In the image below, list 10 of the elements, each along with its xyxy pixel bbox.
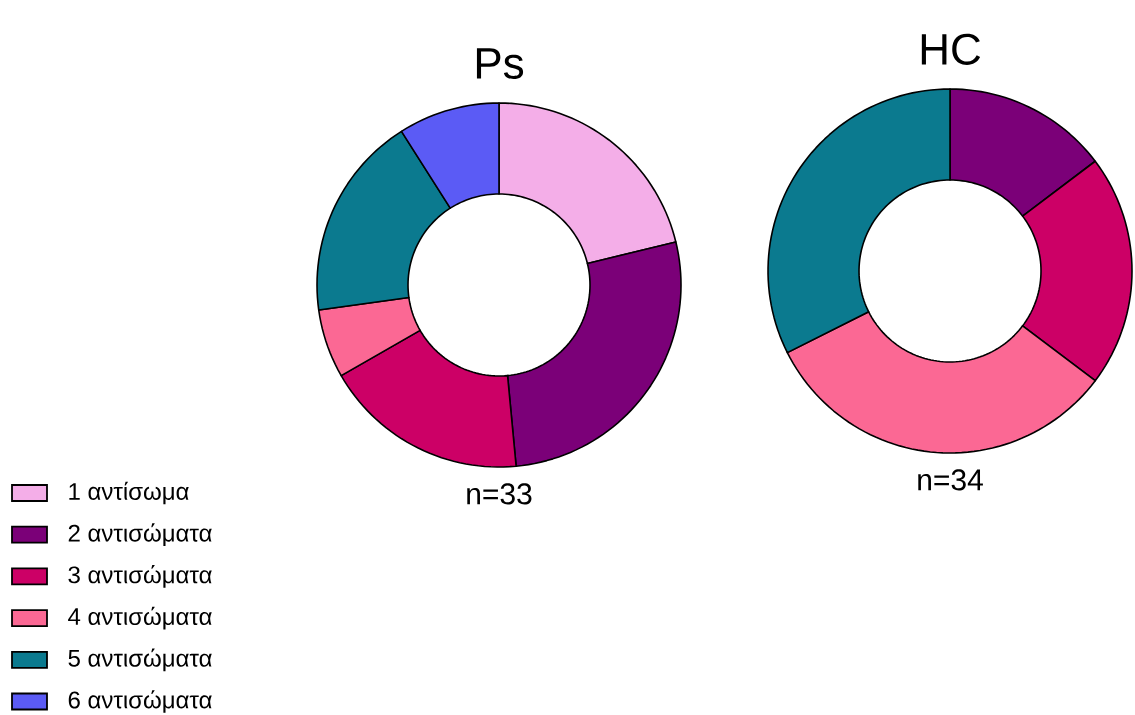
legend-label: 2 αντισώματα (68, 523, 212, 547)
chart-title: Ps (476, 48, 524, 79)
legend-label: 4 αντισώματα (68, 606, 212, 630)
legend-label: 6 αντισώματα (68, 690, 212, 713)
text: n=34 (918, 469, 983, 491)
text: n=33 (467, 483, 532, 505)
legend-label: 3 αντισώματα (68, 565, 212, 588)
legend-label: 5 αντισώματα (68, 648, 212, 672)
legend-label: 1 αντίσωμα (69, 481, 189, 505)
chart-title: HC (921, 33, 981, 65)
